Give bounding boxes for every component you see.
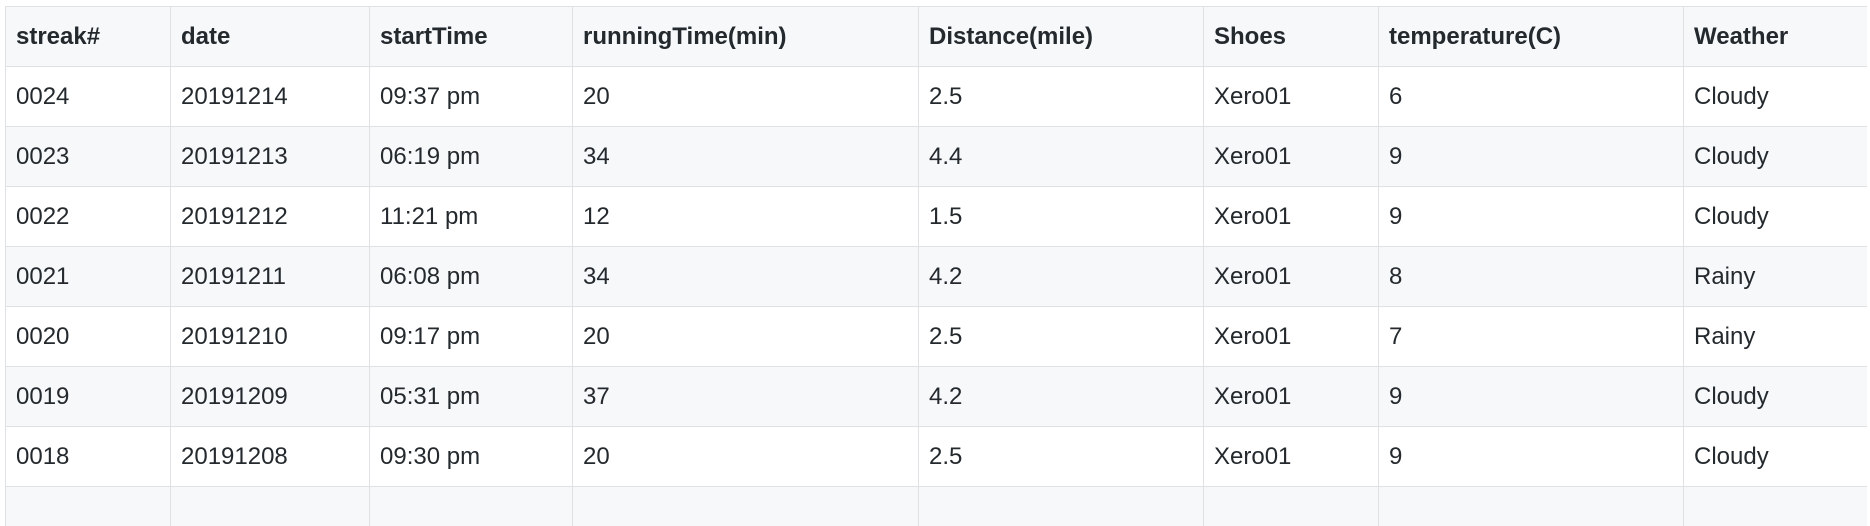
cell-date: 20191211 [171, 247, 370, 307]
cell-distance: 1.5 [919, 187, 1204, 247]
cell-start-time: 09:30 pm [370, 427, 573, 487]
cell-streak: 0019 [6, 367, 171, 427]
cell-temperature: 9 [1379, 367, 1684, 427]
cell-distance: 2.5 [919, 67, 1204, 127]
cell-weather: Cloudy [1684, 127, 1868, 187]
cell-running-time: 12 [573, 187, 919, 247]
cell-shoes: Xero01 [1204, 127, 1379, 187]
table-row: 0019 20191209 05:31 pm 37 4.2 Xero01 9 C… [6, 367, 1868, 427]
cell-distance: 2.5 [919, 307, 1204, 367]
cell-streak: 0020 [6, 307, 171, 367]
cell-weather: Cloudy [1684, 427, 1868, 487]
cell-date: 20191214 [171, 67, 370, 127]
table-row: 0023 20191213 06:19 pm 34 4.4 Xero01 9 C… [6, 127, 1868, 187]
cell-streak [6, 487, 171, 526]
table-row: 0024 20191214 09:37 pm 20 2.5 Xero01 6 C… [6, 67, 1868, 127]
cell-shoes: Xero01 [1204, 427, 1379, 487]
table-row: 0020 20191210 09:17 pm 20 2.5 Xero01 7 R… [6, 307, 1868, 367]
column-header-weather: Weather [1684, 7, 1868, 67]
cell-distance: 4.4 [919, 127, 1204, 187]
cell-running-time: 34 [573, 247, 919, 307]
cell-weather: Cloudy [1684, 367, 1868, 427]
cell-weather: Cloudy [1684, 67, 1868, 127]
cell-distance [919, 487, 1204, 526]
cell-running-time: 20 [573, 427, 919, 487]
cell-start-time: 09:37 pm [370, 67, 573, 127]
cell-date: 20191209 [171, 367, 370, 427]
column-header-start-time: startTime [370, 7, 573, 67]
table-body: 0024 20191214 09:37 pm 20 2.5 Xero01 6 C… [6, 67, 1868, 526]
column-header-temperature: temperature(C) [1379, 7, 1684, 67]
table-row: 0018 20191208 09:30 pm 20 2.5 Xero01 9 C… [6, 427, 1868, 487]
cell-weather [1684, 487, 1868, 526]
cell-start-time [370, 487, 573, 526]
cell-streak: 0021 [6, 247, 171, 307]
cell-distance: 4.2 [919, 247, 1204, 307]
cell-temperature [1379, 487, 1684, 526]
table-row [6, 487, 1868, 526]
cell-date: 20191208 [171, 427, 370, 487]
cell-shoes: Xero01 [1204, 307, 1379, 367]
cell-date: 20191212 [171, 187, 370, 247]
cell-start-time: 09:17 pm [370, 307, 573, 367]
cell-running-time: 20 [573, 67, 919, 127]
cell-streak: 0024 [6, 67, 171, 127]
column-header-date: date [171, 7, 370, 67]
cell-temperature: 9 [1379, 127, 1684, 187]
cell-start-time: 11:21 pm [370, 187, 573, 247]
table-row: 0022 20191212 11:21 pm 12 1.5 Xero01 9 C… [6, 187, 1868, 247]
cell-date: 20191210 [171, 307, 370, 367]
cell-distance: 2.5 [919, 427, 1204, 487]
cell-weather: Cloudy [1684, 187, 1868, 247]
header-row: streak# date startTime runningTime(min) … [6, 7, 1868, 67]
cell-start-time: 06:19 pm [370, 127, 573, 187]
column-header-running-time: runningTime(min) [573, 7, 919, 67]
table-row: 0021 20191211 06:08 pm 34 4.2 Xero01 8 R… [6, 247, 1868, 307]
cell-streak: 0018 [6, 427, 171, 487]
cell-running-time [573, 487, 919, 526]
running-log-table: streak# date startTime runningTime(min) … [5, 6, 1867, 526]
column-header-shoes: Shoes [1204, 7, 1379, 67]
cell-temperature: 9 [1379, 187, 1684, 247]
column-header-streak: streak# [6, 7, 171, 67]
cell-streak: 0022 [6, 187, 171, 247]
cell-date: 20191213 [171, 127, 370, 187]
cell-running-time: 20 [573, 307, 919, 367]
cell-temperature: 8 [1379, 247, 1684, 307]
cell-temperature: 9 [1379, 427, 1684, 487]
cell-date [171, 487, 370, 526]
running-log-table-container: streak# date startTime runningTime(min) … [5, 6, 1867, 526]
cell-streak: 0023 [6, 127, 171, 187]
cell-shoes: Xero01 [1204, 247, 1379, 307]
cell-shoes [1204, 487, 1379, 526]
cell-distance: 4.2 [919, 367, 1204, 427]
cell-running-time: 37 [573, 367, 919, 427]
cell-shoes: Xero01 [1204, 367, 1379, 427]
cell-weather: Rainy [1684, 307, 1868, 367]
cell-temperature: 7 [1379, 307, 1684, 367]
cell-start-time: 06:08 pm [370, 247, 573, 307]
cell-running-time: 34 [573, 127, 919, 187]
cell-shoes: Xero01 [1204, 67, 1379, 127]
cell-shoes: Xero01 [1204, 187, 1379, 247]
table-header: streak# date startTime runningTime(min) … [6, 7, 1868, 67]
cell-weather: Rainy [1684, 247, 1868, 307]
cell-temperature: 6 [1379, 67, 1684, 127]
cell-start-time: 05:31 pm [370, 367, 573, 427]
column-header-distance: Distance(mile) [919, 7, 1204, 67]
